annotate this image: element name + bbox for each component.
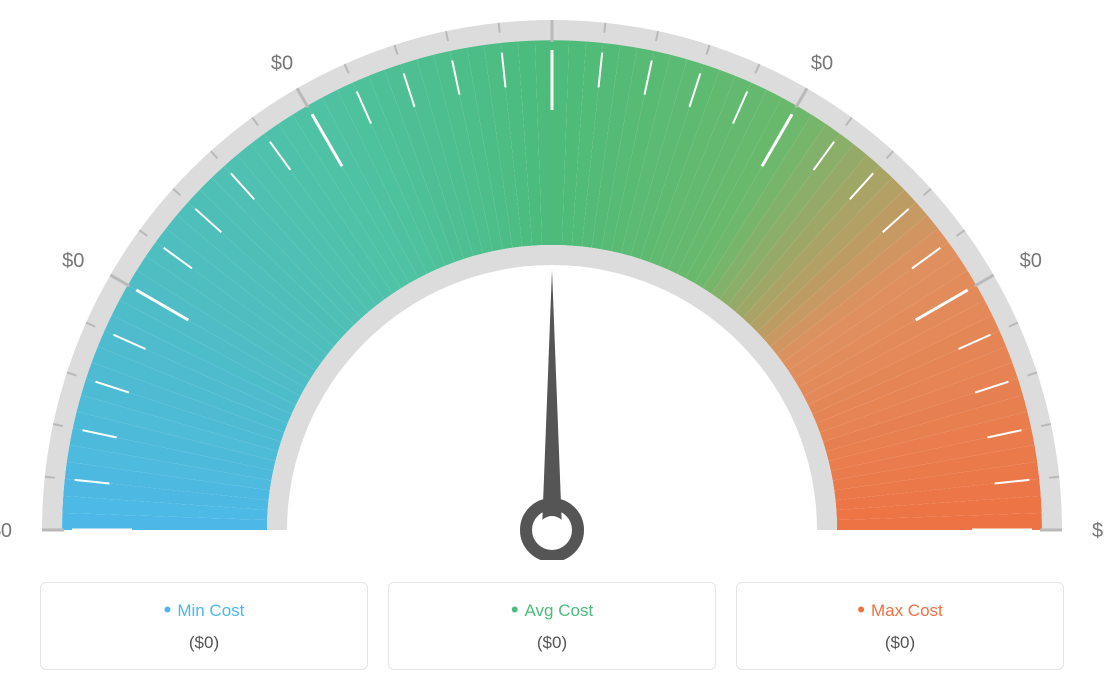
svg-text:$0: $0 [1092,520,1104,542]
svg-text:$0: $0 [62,250,84,272]
legend-avg: Avg Cost ($0) [388,582,716,670]
svg-text:$0: $0 [271,52,293,74]
legend-max-value: ($0) [747,633,1053,653]
legend-avg-label: Avg Cost [399,597,705,623]
legend-max: Max Cost ($0) [736,582,1064,670]
legend-min-label: Min Cost [51,597,357,623]
legend-avg-value: ($0) [399,633,705,653]
legend-min: Min Cost ($0) [40,582,368,670]
svg-text:$0: $0 [541,0,563,2]
cost-gauge: $0 $0 $0 $0 $0 $0 $0 [0,0,1104,560]
legend-max-label: Max Cost [747,597,1053,623]
svg-text:$0: $0 [811,52,833,74]
svg-text:$0: $0 [0,520,12,542]
legend-min-value: ($0) [51,633,357,653]
legend: Min Cost ($0) Avg Cost ($0) Max Cost ($0… [40,582,1064,670]
svg-text:$0: $0 [1020,250,1042,272]
